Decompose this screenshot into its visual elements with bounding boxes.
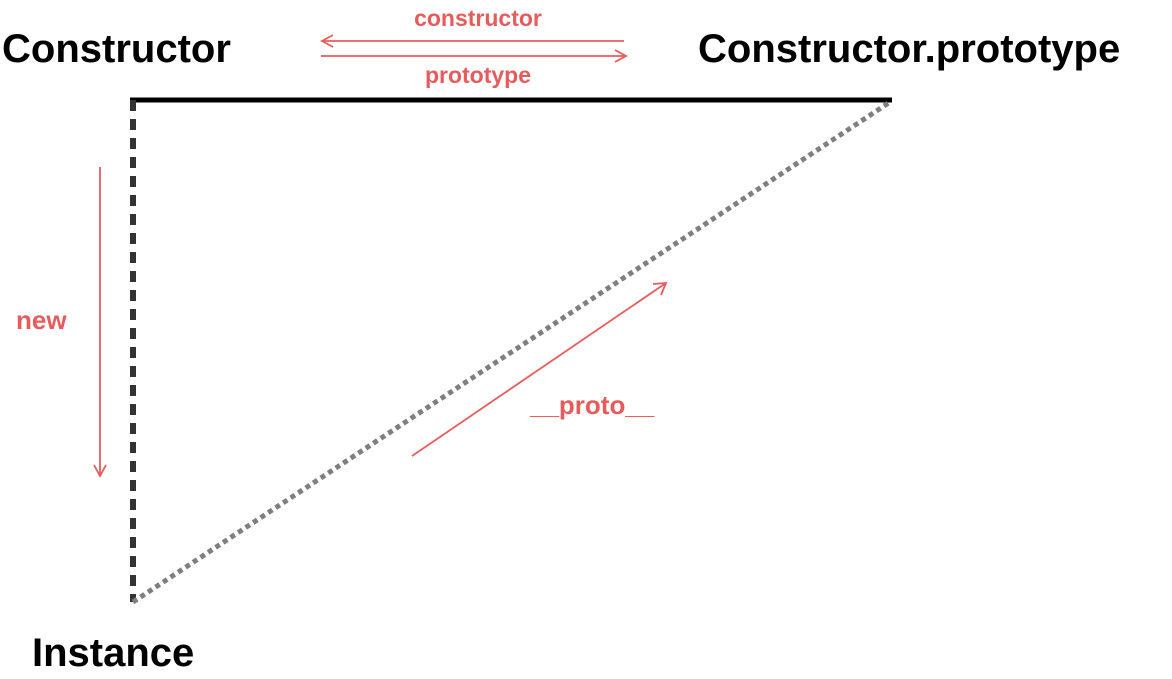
edge-prototype-label: prototype [425,62,531,88]
instance-prototype-dotted-line [131,99,892,605]
node-constructor-label: Constructor [2,27,231,71]
edge-new-label: new [16,305,67,335]
constructor-arrow [320,34,624,48]
edge-constructor-label: constructor [414,5,542,31]
node-prototype-object-label: Constructor.prototype [698,27,1120,71]
node-instance-label: Instance [32,631,194,675]
prototype-arrow [321,49,628,63]
proto-arrow [411,281,668,457]
new-arrow [93,167,107,478]
edge-proto-label: __proto__ [529,390,655,420]
